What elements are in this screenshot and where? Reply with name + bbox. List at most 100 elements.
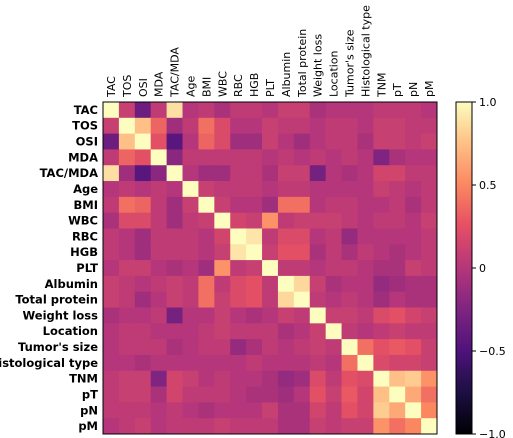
heatmap-cell bbox=[373, 102, 390, 119]
heatmap-cell bbox=[134, 386, 152, 403]
heatmap-cell bbox=[325, 133, 342, 150]
heatmap-cell bbox=[262, 133, 279, 150]
row-label: pN bbox=[80, 403, 98, 417]
heatmap-cell bbox=[166, 307, 183, 324]
heatmap-cell bbox=[134, 323, 152, 340]
heatmap-cell bbox=[262, 323, 279, 340]
colorbar-gradient bbox=[455, 101, 473, 435]
heatmap-cell bbox=[357, 402, 374, 419]
heatmap-cell bbox=[118, 260, 136, 277]
heatmap-cell bbox=[246, 418, 263, 435]
heatmap-cell bbox=[277, 260, 295, 277]
heatmap-cell bbox=[262, 149, 279, 166]
column-label: PLT bbox=[264, 79, 277, 97]
heatmap-cell bbox=[182, 133, 199, 150]
heatmap-cell bbox=[150, 354, 168, 372]
heatmap-cell bbox=[150, 102, 168, 119]
heatmap-cell bbox=[103, 402, 120, 419]
heatmap-cell bbox=[182, 418, 199, 435]
heatmap-cell bbox=[118, 370, 136, 387]
heatmap-cell bbox=[198, 212, 215, 229]
heatmap-cell bbox=[103, 275, 120, 293]
heatmap-cell bbox=[293, 196, 311, 214]
column-label: RBC bbox=[232, 74, 245, 97]
heatmap-cell bbox=[373, 196, 390, 214]
row-label: pT bbox=[82, 387, 98, 401]
heatmap-cells bbox=[103, 102, 438, 435]
heatmap-cell bbox=[230, 339, 247, 356]
heatmap-cell bbox=[182, 260, 199, 277]
heatmap-cell bbox=[118, 228, 136, 245]
heatmap-cell bbox=[421, 133, 438, 150]
heatmap-cell bbox=[166, 133, 183, 150]
heatmap-cell bbox=[421, 149, 438, 166]
heatmap-cell bbox=[325, 102, 342, 119]
heatmap-cell bbox=[325, 244, 342, 261]
row-label: TNM bbox=[69, 372, 98, 386]
heatmap-cell bbox=[166, 339, 183, 356]
heatmap-cell bbox=[421, 275, 438, 293]
heatmap-cell bbox=[182, 244, 199, 261]
heatmap-cell bbox=[325, 323, 342, 340]
heatmap-cell bbox=[405, 228, 422, 245]
heatmap-cell bbox=[230, 117, 247, 135]
heatmap-cell bbox=[277, 418, 295, 435]
heatmap-cell bbox=[293, 354, 311, 372]
heatmap-cell bbox=[246, 386, 263, 403]
heatmap-cell bbox=[166, 165, 183, 182]
heatmap-cell bbox=[373, 418, 390, 435]
row-label: MDA bbox=[68, 150, 98, 164]
heatmap-cell bbox=[405, 212, 422, 229]
heatmap-cell bbox=[373, 275, 390, 293]
heatmap-cell bbox=[357, 165, 374, 182]
heatmap-cell bbox=[118, 323, 136, 340]
heatmap-cell bbox=[293, 181, 311, 198]
heatmap-cell bbox=[150, 323, 168, 340]
heatmap-cell bbox=[214, 418, 231, 435]
column-label: pN bbox=[407, 82, 420, 97]
heatmap-cell bbox=[198, 323, 215, 340]
heatmap-cell bbox=[262, 260, 279, 277]
heatmap-cell bbox=[118, 133, 136, 150]
row-label: OSI bbox=[76, 135, 98, 149]
heatmap-cell bbox=[118, 291, 136, 308]
heatmap-cell bbox=[357, 354, 374, 372]
heatmap-cell bbox=[421, 165, 438, 182]
heatmap-cell bbox=[309, 181, 327, 198]
heatmap-cell bbox=[150, 339, 168, 356]
column-label: pM bbox=[423, 81, 436, 97]
row-label: TAC bbox=[74, 103, 98, 117]
heatmap-cell bbox=[166, 196, 183, 214]
heatmap-cell bbox=[293, 402, 311, 419]
heatmap-cell bbox=[277, 370, 295, 387]
heatmap-cell bbox=[230, 386, 247, 403]
heatmap-cell bbox=[373, 386, 390, 403]
heatmap-cell bbox=[405, 307, 422, 324]
heatmap-cell bbox=[103, 244, 120, 261]
heatmap-cell bbox=[293, 102, 311, 119]
heatmap-cell bbox=[309, 402, 327, 419]
heatmap-cell bbox=[150, 244, 168, 261]
heatmap-cell bbox=[103, 196, 120, 214]
heatmap-cell bbox=[230, 307, 247, 324]
heatmap-cell bbox=[134, 133, 152, 150]
heatmap-cell bbox=[214, 275, 231, 293]
heatmap-cell bbox=[389, 212, 406, 229]
heatmap-cell bbox=[341, 117, 358, 135]
heatmap-cell bbox=[230, 133, 247, 150]
column-label: TNM bbox=[375, 73, 388, 98]
heatmap-cell bbox=[373, 165, 390, 182]
heatmap-cell bbox=[134, 196, 152, 214]
column-label: TAC bbox=[105, 76, 118, 98]
heatmap-cell bbox=[246, 275, 263, 293]
heatmap-cell bbox=[389, 228, 406, 245]
heatmap-cell bbox=[341, 370, 358, 387]
heatmap-cell bbox=[293, 244, 311, 261]
heatmap-cell bbox=[325, 196, 342, 214]
heatmap-cell bbox=[103, 291, 120, 308]
heatmap-cell bbox=[150, 196, 168, 214]
heatmap-cell bbox=[262, 307, 279, 324]
heatmap-cell bbox=[341, 102, 358, 119]
heatmap-cell bbox=[293, 386, 311, 403]
heatmap-cell bbox=[325, 212, 342, 229]
